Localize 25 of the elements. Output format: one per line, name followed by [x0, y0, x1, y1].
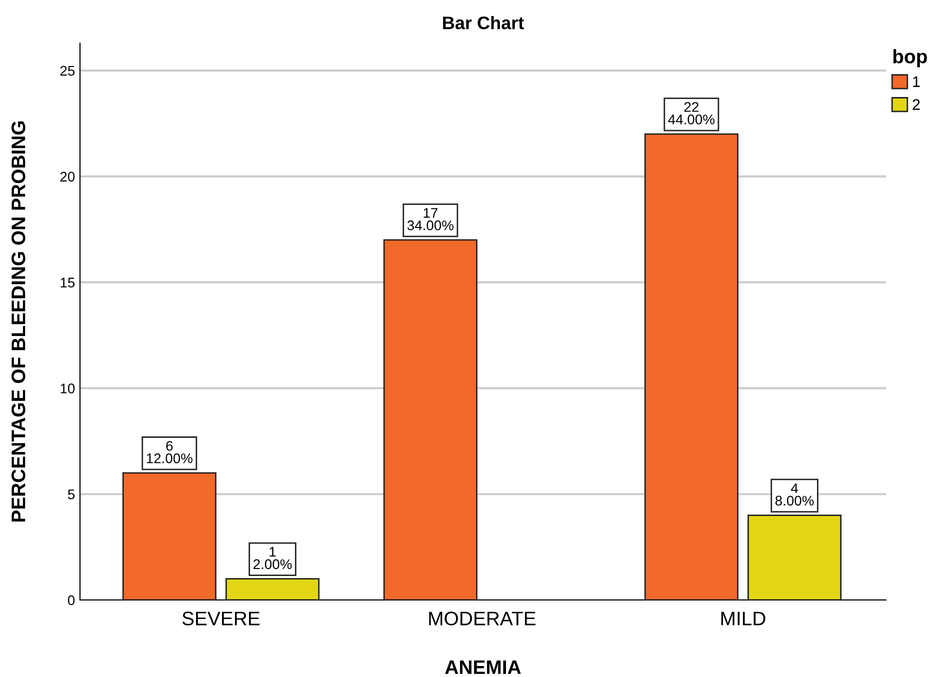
y-tick-label: 0 [68, 595, 75, 606]
legend-label: 1 [913, 76, 920, 87]
legend-label: 2 [912, 99, 920, 110]
y-tick-label: 10 [60, 384, 75, 394]
data-label: 17 34.00% [407, 208, 454, 230]
data-label: 1 2.00% [254, 546, 292, 570]
bar [383, 239, 478, 600]
bar [747, 514, 842, 600]
x-tick-label: SEVERE [182, 612, 260, 626]
bar [644, 133, 738, 600]
y-tick-label: 15 [60, 278, 75, 288]
x-tick-label: MODERATE [429, 612, 536, 626]
y-tick-label: 20 [60, 172, 75, 182]
y-axis-title: PERCENTAGE OF BLEEDING ON PROBING [12, 121, 26, 522]
x-axis-title: ANEMIA [445, 660, 521, 674]
x-tick-label: MILD [721, 612, 766, 626]
bar [122, 472, 216, 600]
y-tick-label: 5 [68, 490, 75, 500]
chart-title: Bar Chart [443, 16, 524, 30]
legend-title: bop [893, 49, 927, 68]
y-tick-label: 25 [60, 66, 75, 76]
data-label: 22 44.00% [668, 102, 714, 124]
data-label: 6 12.00% [146, 440, 192, 464]
bar [225, 578, 320, 600]
data-label: 4 8.00% [775, 483, 814, 506]
